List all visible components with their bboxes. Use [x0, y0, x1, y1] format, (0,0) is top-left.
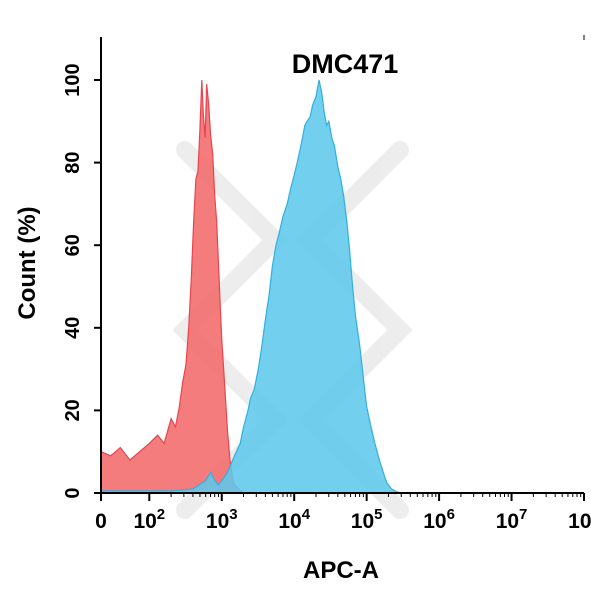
- x-tick-label: 104: [278, 506, 310, 533]
- x-tick-label: 103: [206, 506, 238, 533]
- x-axis-ticks: 0 102 103 104 105 106 107 108: [95, 493, 591, 533]
- x-axis-label: APC-A: [303, 557, 379, 584]
- y-tick-label: 20: [62, 399, 84, 421]
- y-tick-label: 0: [62, 487, 84, 498]
- x-tick-label: 105: [351, 506, 383, 533]
- chart-title: DMC471: [292, 49, 399, 79]
- x-tick-label: 108: [568, 506, 591, 533]
- blue-histogram-area: [100, 79, 402, 494]
- x-tick-label: 106: [423, 506, 455, 533]
- y-axis-ticks: 0 20 40 60 80 100: [62, 63, 101, 499]
- x-tick-label: 107: [496, 506, 528, 533]
- y-tick-label: 100: [62, 63, 84, 96]
- x-tick-label: 0: [95, 510, 107, 533]
- x-tick-label: 102: [133, 506, 165, 533]
- red-histogram-area: [100, 79, 246, 494]
- y-tick-label: 80: [62, 151, 84, 173]
- y-axis-label: Count (%): [14, 206, 41, 319]
- y-tick-label: 60: [62, 234, 84, 256]
- series-layer: [100, 79, 402, 494]
- y-tick-label: 40: [62, 317, 84, 339]
